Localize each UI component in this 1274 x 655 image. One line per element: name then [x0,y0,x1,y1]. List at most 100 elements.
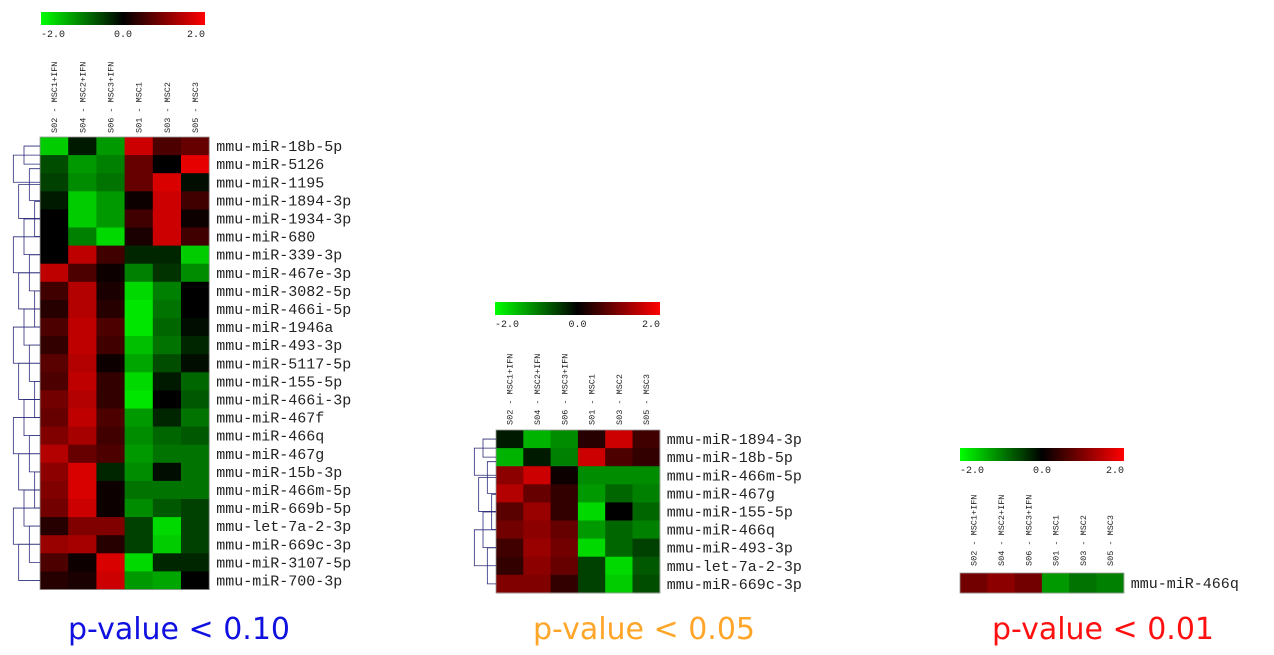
heatmap-cell [987,573,1015,594]
gene-label: mmu-miR-155-5p [216,374,342,391]
heatmap-cell [124,299,154,319]
heatmap-cell [124,372,154,391]
heatmap-cell [181,318,210,337]
heatmap-cell [496,484,524,503]
sample-label: S06 - MSC3+IFN [107,62,117,133]
caption-p010: p-value < 0.10 [68,612,291,647]
sample-label: S02 - MSC1+IFN [970,495,980,566]
heatmap-cell [68,462,97,482]
heatmap-cell [632,466,661,485]
heatmap-cell [960,573,988,594]
heatmap-cell [605,520,633,539]
heatmap-cell [577,556,606,576]
heatmap-cell [40,209,69,228]
dendrogram-branch [473,447,496,476]
heatmap-cell [124,390,154,409]
heatmap-cell [152,444,182,464]
heatmap-cell [496,448,524,467]
sample-label: S03 - MSC2 [1079,515,1089,566]
heatmap-cell [68,173,97,192]
heatmap-cell [96,426,125,446]
heatmap-cell [605,556,633,576]
heatmap-cell [124,517,154,536]
heatmap-cell [181,517,210,536]
heatmap-cell [124,137,154,156]
heatmap-cell [181,281,210,301]
gene-label: mmu-miR-466i-5p [216,302,351,319]
heatmap-cell [152,137,182,156]
heatmap-cell [181,571,210,590]
gene-label: mmu-miR-5126 [216,157,324,174]
sample-label: S01 - MSC1 [135,82,145,133]
heatmap-cell [124,499,154,518]
heatmap-cell [40,137,69,156]
heatmap-cell [96,408,125,427]
heatmap-cell [40,281,69,301]
heatmap-cell [152,571,182,590]
heatmap-cell [68,553,97,572]
heatmap-cell [152,336,182,355]
heatmap-cell [96,245,125,265]
heatmap-cell [181,426,210,446]
sample-label: S02 - MSC1+IFN [50,62,60,133]
color-legend-bar [41,12,205,25]
gene-label: mmu-miR-5117-5p [216,356,351,373]
heatmap-cell [40,426,69,446]
caption-p001: p-value < 0.01 [992,612,1215,647]
legend-min-label: -2.0 [41,30,65,41]
heatmap-cell [1014,573,1043,594]
heatmap-cell [152,245,182,265]
heatmap-cell [181,209,210,228]
heatmap-cell [40,299,69,319]
heatmap-cell [1096,573,1125,594]
heatmap-cell [1041,573,1070,594]
heatmap-cell [605,448,633,467]
color-legend-bar [960,448,1124,461]
heatmap-cell [152,553,182,572]
heatmap-cell [181,390,210,409]
sample-label: S02 - MSC1+IFN [506,354,516,425]
heatmap-cell [68,245,97,265]
heatmap-cell [96,571,125,590]
heatmap-cell [124,408,154,427]
heatmap-cell [96,499,125,518]
heatmap-cell [523,484,551,503]
heatmap-cell [68,426,97,446]
dendrogram-branch [18,184,40,219]
heatmap-cell [40,191,69,210]
heatmap-cell [523,502,551,521]
heatmap-cell [181,137,210,156]
gene-label: mmu-miR-669c-3p [667,577,802,594]
heatmap-cell [96,318,125,337]
gene-label: mmu-miR-155-5p [667,504,793,521]
heatmap-cell [68,299,97,319]
heatmap-cell [40,227,69,246]
heatmap-frame [959,572,1125,594]
heatmap-cell [181,480,210,500]
heatmap-cell [96,354,125,373]
heatmap-cell [181,173,210,192]
heatmap-cell [152,408,182,427]
sample-label: S03 - MSC2 [615,374,625,425]
heatmap-cell [124,173,154,192]
heatmap-cell [181,444,210,464]
heatmap-cell [40,390,69,409]
heatmap-cell [96,227,125,246]
heatmap-cell [523,538,551,558]
heatmap-cell [124,354,154,373]
heatmap-cell [40,318,69,337]
sample-label: S04 - MSC2+IFN [533,354,543,425]
heatmap-cell [605,574,633,594]
heatmap-cell [40,245,69,265]
heatmap-cell [496,574,524,594]
sample-label: S06 - MSC3+IFN [1024,495,1034,566]
heatmap-cell [40,571,69,590]
heatmap-cell [181,336,210,355]
gene-label: mmu-miR-467g [667,486,775,503]
heatmap-cell [550,574,579,594]
gene-label: mmu-miR-1195 [216,175,324,192]
heatmap-cell [96,281,125,301]
heatmap-cell [152,462,182,482]
legend-max-label: 2.0 [187,30,205,41]
